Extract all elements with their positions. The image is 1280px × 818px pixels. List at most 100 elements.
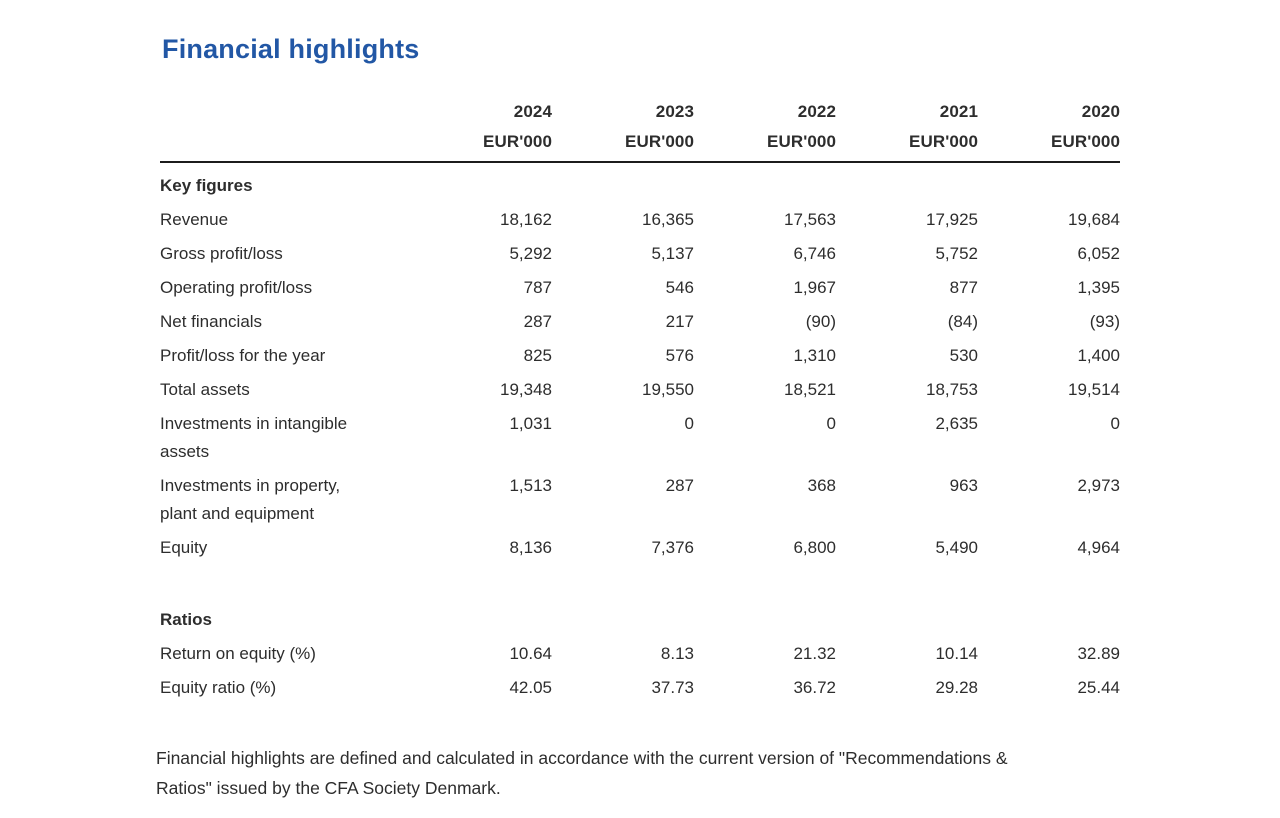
value-cell: 32.89 [1077,644,1120,663]
value-cell: 576 [665,346,694,365]
value-cell: 5,137 [651,244,694,263]
row-label: Total assets [160,380,250,399]
value-cell: 25.44 [1077,678,1120,697]
value-cell: (84) [947,312,978,331]
value-cell: 5,490 [935,538,978,557]
value-cell: 1,967 [793,278,836,297]
table-body: Key figures Revenue 18,162 16,365 17,563 17,9… [160,162,1120,705]
value-cell: 18,521 [784,380,836,399]
value-cell: 877 [949,278,978,297]
value-cell: 0 [1110,414,1120,433]
table-row: Investments in property, plant and equip… [160,469,1120,531]
year-header: 2020 [1081,102,1120,121]
value-cell: 1,513 [509,476,552,495]
value-cell: 1,310 [793,346,836,365]
value-cell: 7,376 [651,538,694,557]
table-row: Investments in intangible assets 1,031 0 0 2… [160,407,1120,469]
value-cell: 530 [949,346,978,365]
value-cell: 825 [523,346,552,365]
value-cell: 1,395 [1077,278,1120,297]
table-row: Profit/loss for the year 825 576 1,310 530 1,… [160,339,1120,373]
header-spacer [160,127,410,163]
row-label: Return on equity (%) [160,644,316,663]
table-row: Operating profit/loss 787 546 1,967 877 1,395 [160,271,1120,305]
row-label: Investments in property, plant and equip… [160,476,341,523]
unit-header: EUR'000 [694,127,836,163]
row-label: Equity [160,538,208,557]
value-cell: 16,365 [642,210,694,229]
value-cell: 287 [665,476,694,495]
value-cell: 287 [523,312,552,331]
value-cell: 6,052 [1077,244,1120,263]
value-cell: 10.14 [935,644,978,663]
value-cell: (90) [805,312,836,331]
year-header: 2022 [797,102,836,121]
unit-header: EUR'000 [552,127,694,163]
table-row: Gross profit/loss 5,292 5,137 6,746 5,752 6,0… [160,237,1120,271]
value-cell: 37.73 [651,678,694,697]
section-title: Ratios [160,610,212,629]
table-row: Equity ratio (%) 42.05 37.73 36.72 29.28 25.4… [160,671,1120,705]
value-cell: 6,800 [793,538,836,557]
table-head: 2024 2023 2022 2021 2020 EUR'000 EUR'000 EUR'00… [160,97,1120,163]
value-cell: 1,400 [1077,346,1120,365]
row-label: Revenue [160,210,229,229]
value-cell: 42.05 [509,678,552,697]
section-header-row: Key figures [160,162,1120,203]
value-cell: 19,550 [642,380,694,399]
page-title: Financial highlights [162,34,420,64]
value-cell: 36.72 [793,678,836,697]
row-label: Net financials [160,312,263,331]
value-cell: 19,514 [1068,380,1120,399]
value-cell: 963 [949,476,978,495]
value-cell: 4,964 [1077,538,1120,557]
value-cell: 546 [665,278,694,297]
row-label: Profit/loss for the year [160,346,326,365]
value-cell: 787 [523,278,552,297]
footnote: Financial highlights are defined and cal… [156,748,1008,798]
value-cell: 8,136 [509,538,552,557]
section-header-row: Ratios [160,597,1120,637]
value-cell: 368 [807,476,836,495]
row-label: Gross profit/loss [160,244,283,263]
unit-header: EUR'000 [410,127,552,163]
unit-header: EUR'000 [836,127,978,163]
value-cell: 10.64 [509,644,552,663]
table-row: Return on equity (%) 10.64 8.13 21.32 10.14 3… [160,637,1120,671]
row-label: Equity ratio (%) [160,678,277,697]
year-header: 2023 [655,102,694,121]
value-cell: 1,031 [509,414,552,433]
value-cell: 2,635 [935,414,978,433]
table-row: Equity 8,136 7,376 6,800 5,490 4,964 [160,531,1120,565]
section-spacer-row [160,565,1120,597]
table-row: Revenue 18,162 16,365 17,563 17,925 19,684 [160,203,1120,237]
value-cell: 18,162 [500,210,552,229]
value-cell: 29.28 [935,678,978,697]
value-cell: 6,746 [793,244,836,263]
value-cell: 5,752 [935,244,978,263]
table-row: Net financials 287 217 (90) (84) (93) [160,305,1120,339]
year-header: 2024 [513,102,552,121]
section-spacer-cell [160,565,1120,597]
value-cell: 17,925 [926,210,978,229]
value-cell: 0 [826,414,836,433]
value-cell: 2,973 [1077,476,1120,495]
header-spacer [160,97,410,127]
year-header: 2021 [939,102,978,121]
row-label: Operating profit/loss [160,278,313,297]
value-cell: 5,292 [509,244,552,263]
section-title: Key figures [160,176,253,195]
value-cell: 17,563 [784,210,836,229]
unit-header-row: EUR'000 EUR'000 EUR'000 EUR'000 EUR'000 [160,127,1120,163]
year-header-row: 2024 2023 2022 2021 2020 [160,97,1120,127]
table-row: Total assets 19,348 19,550 18,521 18,753 19,5… [160,373,1120,407]
value-cell: 217 [665,312,694,331]
value-cell: 8.13 [660,644,694,663]
value-cell: 0 [684,414,694,433]
value-cell: 19,348 [500,380,552,399]
value-cell: (93) [1089,312,1120,331]
value-cell: 21.32 [793,644,836,663]
unit-header: EUR'000 [978,127,1120,163]
value-cell: 18,753 [926,380,978,399]
